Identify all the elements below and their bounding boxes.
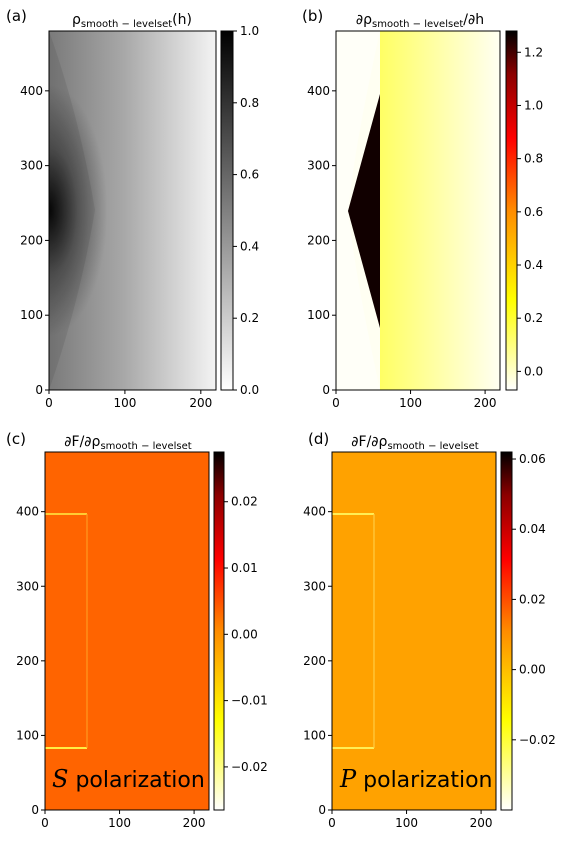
- panel-c-cbar-tick-label: 0.00: [231, 627, 258, 641]
- panel-a-xtick-label: 100: [113, 396, 136, 410]
- panel-d: (d) ∂F/∂ρsmooth − levelset P polarizatio…: [303, 430, 556, 830]
- panel-b-xticks: 0 100 200: [332, 390, 497, 410]
- panel-c-label: (c): [6, 430, 26, 448]
- panel-a-xtick-label: 0: [45, 396, 53, 410]
- panel-b-frame: [335, 30, 501, 391]
- panel-c-ytick-label: 0: [31, 803, 39, 817]
- panel-b-ytick-label: 300: [307, 159, 330, 173]
- panel-d-label: (d): [308, 430, 329, 448]
- panel-d-frame: [331, 451, 497, 811]
- panel-d-xticks: 0 100 200: [328, 810, 493, 830]
- panel-c-annotation: S polarization: [52, 765, 205, 793]
- panel-d-cbar-tick-label: 0.02: [519, 592, 546, 606]
- panel-d-yticks: 0 100 200 300 400: [303, 505, 332, 817]
- panel-c-ytick-label: 100: [16, 728, 39, 742]
- panel-d-image: [332, 452, 496, 810]
- panel-a-label: (a): [6, 7, 27, 25]
- panel-b-colorbar: [505, 30, 518, 391]
- panel-b-ytick-label: 200: [307, 233, 330, 247]
- panel-d-colorbar: [500, 451, 513, 811]
- panel-a-ytick-label: 300: [20, 159, 43, 173]
- panel-a-cbar-tick-label: 0.4: [240, 239, 259, 253]
- panel-c-image: [45, 452, 209, 810]
- panel-a-yticks: 0 100 200 300 400: [20, 84, 49, 397]
- panel-a-cbar-tick-label: 0.0: [240, 383, 259, 397]
- panel-c-ytick-label: 200: [16, 654, 39, 668]
- panel-b-xtick-label: 100: [399, 396, 422, 410]
- panel-d-xtick-label: 100: [395, 816, 418, 830]
- panel-b-ytick-label: 100: [307, 308, 330, 322]
- panel-c: (c) ∂F/∂ρsmooth − levelset S polarizatio…: [6, 430, 268, 830]
- panel-b-image: [336, 31, 500, 390]
- panel-d-title: ∂F/∂ρsmooth − levelset: [351, 434, 478, 452]
- panel-a-ytick-label: 100: [20, 308, 43, 322]
- panel-a-colorbar: [220, 30, 234, 391]
- panel-d-cbar-tick-label: −0.02: [519, 733, 556, 747]
- panel-c-xtick-label: 200: [183, 816, 206, 830]
- panel-a-xticks: 0 100 200: [45, 390, 212, 410]
- panel-c-colorbar-ticks: −0.02 −0.01 0.00 0.01 0.02: [224, 495, 268, 774]
- panel-d-ytick-label: 400: [303, 505, 326, 519]
- panel-d-cbar-tick-label: 0.06: [519, 452, 546, 466]
- panel-d-xtick-label: 0: [328, 816, 336, 830]
- panel-b-dark-wedge: [348, 94, 380, 328]
- panel-b-cbar-tick-label: 0.8: [524, 152, 543, 166]
- panel-b-colorbar-ticks: 0.0 0.2 0.4 0.6 0.8 1.0 1.2: [517, 45, 543, 378]
- panel-c-xticks: 0 100 200: [41, 810, 206, 830]
- panel-b-ytick-label: 0: [322, 383, 330, 397]
- panel-c-xtick-label: 0: [41, 816, 49, 830]
- panel-a-cbar-tick-label: 0.2: [240, 311, 259, 325]
- panel-a-cbar-tick-label: 1.0: [240, 24, 259, 38]
- panel-c-field: [45, 452, 209, 810]
- panel-c-xtick-label: 100: [108, 816, 131, 830]
- panel-a-colorbar-ticks: 0.0 0.2 0.4 0.6 0.8 1.0: [233, 24, 259, 397]
- panel-d-ytick-label: 100: [303, 728, 326, 742]
- panel-a-ytick-label: 200: [20, 233, 43, 247]
- panel-a: (a) ρsmooth − levelset(h) 0 100 200 0 100 20…: [6, 7, 259, 410]
- panel-a-ytick-label: 400: [20, 84, 43, 98]
- panel-a-frame: [48, 30, 217, 391]
- panel-d-ytick-label: 300: [303, 579, 326, 593]
- panel-b-ytick-label: 400: [307, 84, 330, 98]
- panel-d-ytick-label: 200: [303, 654, 326, 668]
- panel-b-yticks: 0 100 200 300 400: [307, 84, 336, 397]
- panel-d-cbar-tick-label: 0.00: [519, 663, 546, 677]
- panel-c-cbar-tick-label: 0.02: [231, 495, 258, 509]
- panel-b-cbar-tick-label: 0.2: [524, 311, 543, 325]
- panel-b-xtick-label: 0: [332, 396, 340, 410]
- panel-d-colorbar-ticks: −0.02 0.00 0.02 0.04 0.06: [512, 452, 556, 747]
- panel-c-title: ∂F/∂ρsmooth − levelset: [64, 434, 191, 452]
- panel-a-ytick-label: 0: [35, 383, 43, 397]
- panel-b-cbar-tick-label: 1.2: [524, 45, 543, 59]
- panel-b-xtick-label: 200: [474, 396, 497, 410]
- panel-c-yticks: 0 100 200 300 400: [16, 505, 45, 817]
- panel-a-image: [49, 31, 216, 390]
- panel-d-field: [332, 452, 496, 810]
- panel-a-title: ρsmooth − levelset(h): [72, 12, 192, 30]
- panel-d-xtick-label: 200: [470, 816, 493, 830]
- panel-b-title: ∂ρsmooth − levelset/∂h: [356, 12, 484, 30]
- panel-c-cbar-tick-label: −0.02: [231, 760, 268, 774]
- panel-d-annotation: P polarization: [339, 765, 493, 793]
- panel-a-xtick-label: 200: [189, 396, 212, 410]
- panel-a-shadow: [49, 31, 95, 390]
- panel-d-ytick-label: 0: [318, 803, 326, 817]
- panel-b: (b) ∂ρsmooth − levelset/∂h 0 100 200 0 100 2…: [302, 7, 543, 410]
- panel-b-cbar-tick-label: 0.6: [524, 205, 543, 219]
- panel-a-cbar-tick-label: 0.8: [240, 96, 259, 110]
- panel-c-cbar-tick-label: 0.01: [231, 561, 258, 575]
- panel-a-cbar-tick-label: 0.6: [240, 168, 259, 182]
- panel-c-frame: [44, 451, 210, 811]
- panel-b-cbar-tick-label: 1.0: [524, 98, 543, 112]
- panel-b-label: (b): [302, 7, 323, 25]
- panel-c-colorbar: [213, 451, 225, 811]
- panel-b-cbar-tick-label: 0.4: [524, 258, 543, 272]
- panel-a-dark-lobe: [49, 31, 216, 390]
- panel-d-cbar-tick-label: 0.04: [519, 522, 546, 536]
- panel-c-ytick-label: 400: [16, 505, 39, 519]
- panel-c-ytick-label: 300: [16, 579, 39, 593]
- panel-c-cbar-tick-label: −0.01: [231, 694, 268, 708]
- panel-b-cbar-tick-label: 0.0: [524, 364, 543, 378]
